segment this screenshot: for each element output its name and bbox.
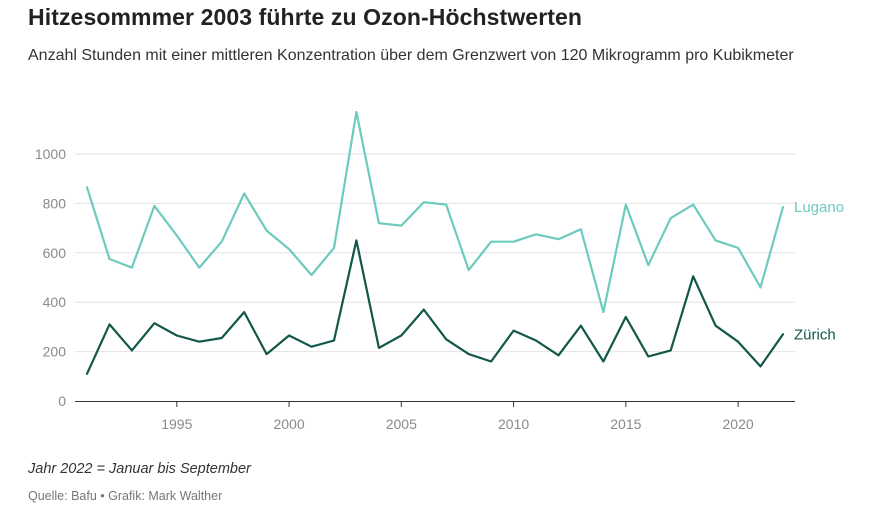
x-tick-label-1995: 1995 (161, 416, 192, 432)
x-tick-label-2000: 2000 (273, 416, 304, 432)
chart-title: Hitzesommmer 2003 führte zu Ozon-Höchstw… (28, 4, 583, 30)
x-tick-label-2005: 2005 (386, 416, 417, 432)
y-tick-label-800: 800 (43, 195, 67, 211)
series-label-lugano: Lugano (794, 199, 844, 216)
series-line-lugano (85, 110, 785, 314)
x-axis-ticks: 1995 2000 2005 2010 2015 2020 (161, 401, 754, 432)
series-labels: Lugano Zürich (794, 199, 844, 343)
y-tick-label-400: 400 (43, 294, 67, 310)
y-axis-ticks: 0 200 400 600 800 1000 (35, 146, 66, 409)
series-lines (85, 110, 785, 375)
source-credit: Quelle: Bafu • Grafik: Mark Walther (28, 489, 223, 503)
y-tick-label-1000: 1000 (35, 146, 66, 162)
y-tick-label-600: 600 (43, 245, 67, 261)
series-label-zrich: Zürich (794, 326, 836, 343)
x-tick-label-2010: 2010 (498, 416, 529, 432)
chart-subtitle: Anzahl Stunden mit einer mittleren Konze… (28, 47, 794, 64)
y-tick-label-0: 0 (58, 393, 66, 409)
grid-lines (75, 153, 795, 353)
series-line-zrich (85, 239, 785, 375)
y-tick-label-200: 200 (43, 344, 67, 360)
x-tick-label-2020: 2020 (723, 416, 754, 432)
x-tick-label-2015: 2015 (610, 416, 641, 432)
footnote: Jahr 2022 = Januar bis September (28, 461, 251, 477)
